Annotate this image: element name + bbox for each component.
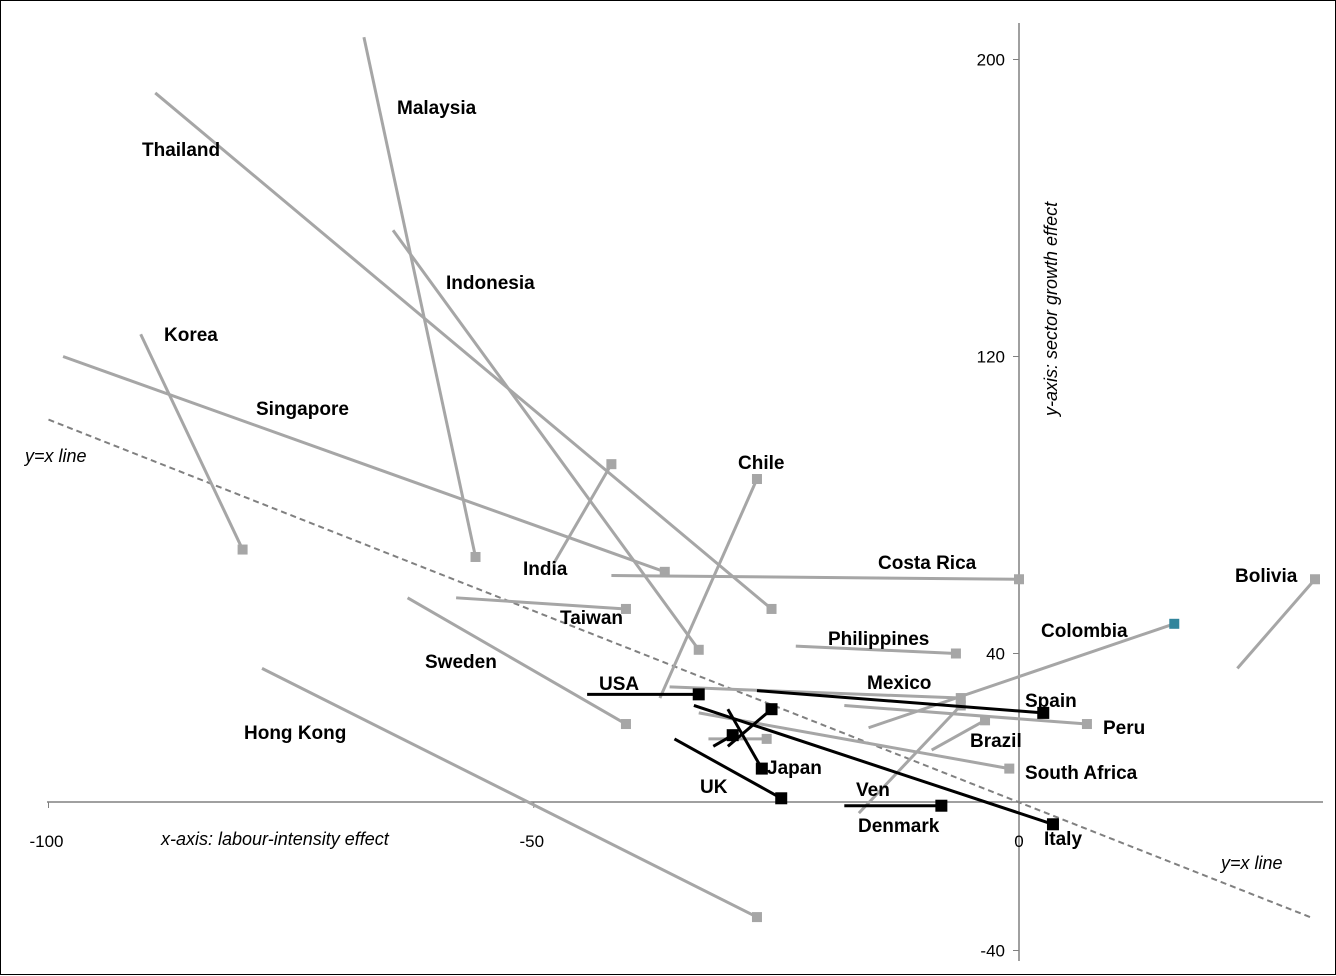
series-marker-taiwan: [620, 603, 631, 614]
series-line-philippines: [795, 644, 956, 655]
series-marker-japan: [765, 703, 778, 716]
y-tick-label: 200: [977, 51, 1005, 70]
x-tick-label: 0: [1014, 832, 1023, 851]
series-line-japan: [726, 708, 773, 748]
series-marker-singapore: [659, 566, 670, 577]
series-marker-japan: [761, 733, 772, 744]
label-thailand: Thailand: [142, 140, 220, 161]
series-line-italy: [693, 704, 1054, 826]
series-marker-bolivia: [1310, 574, 1321, 585]
series-line-brazil: [930, 719, 986, 752]
series-line-costa-rica: [611, 574, 1020, 581]
reference-line-label-right: y=x line: [1219, 853, 1283, 873]
y-tick-label: 120: [977, 348, 1005, 367]
label-malaysia: Malaysia: [397, 98, 477, 119]
series-marker-korea: [237, 544, 248, 555]
reference-line-layer: [48, 418, 1311, 919]
series-line-spain: [756, 689, 1044, 715]
series-marker-colombia: [1169, 618, 1180, 629]
series-marker-italy: [1046, 818, 1059, 831]
series-line-ven: [857, 704, 962, 815]
series-line-thailand: [154, 91, 773, 611]
label-italy: Italy: [1044, 829, 1082, 850]
label-usa: USA: [599, 674, 639, 695]
x-axis-title: x-axis: labour-intensity effect: [160, 829, 390, 849]
series-line-peru: [844, 703, 1088, 726]
series-line-korea: [139, 333, 244, 551]
series-line-uk: [673, 737, 782, 800]
label-denmark: Denmark: [858, 816, 940, 837]
label-taiwan: Taiwan: [560, 608, 623, 629]
series-line-south-africa: [698, 711, 1010, 771]
label-sweden: Sweden: [425, 652, 497, 673]
label-indonesia: Indonesia: [446, 273, 535, 294]
series-marker-costa-rica: [1014, 574, 1024, 585]
label-philippines: Philippines: [828, 629, 929, 650]
series-line-indonesia: [391, 229, 700, 651]
series-marker-south-africa: [1004, 763, 1015, 774]
label-layer: x-axis: labour-intensity effect y-axis: …: [23, 98, 1298, 873]
label-korea: Korea: [164, 325, 218, 346]
y-axis-title: y-axis: sector growth effect: [1041, 201, 1061, 418]
series-marker-mexico: [955, 693, 966, 704]
label-singapore: Singapore: [256, 399, 349, 420]
x-tick-label: -50: [519, 832, 544, 851]
series-layer: [62, 36, 1321, 923]
series-marker-brazil: [980, 715, 991, 726]
label-hong-kong: Hong Kong: [244, 723, 346, 744]
label-costa-rica: Costa Rica: [878, 553, 977, 574]
series-marker-spain: [1037, 706, 1050, 719]
label-spain: Spain: [1025, 691, 1077, 712]
series-marker-philippines: [950, 648, 961, 659]
label-brazil: Brazil: [970, 731, 1022, 752]
series-line-taiwan: [456, 596, 627, 611]
series-line-bolivia: [1236, 578, 1317, 670]
series-marker-chile: [751, 474, 762, 485]
series-marker-indonesia: [693, 644, 704, 655]
series-line-chile: [658, 478, 759, 699]
series-marker-denmark: [935, 799, 948, 812]
label-peru: Peru: [1103, 718, 1145, 739]
series-marker-japan: [755, 762, 768, 775]
label-mexico: Mexico: [867, 673, 931, 694]
y-tick-label: -40: [980, 942, 1005, 961]
x-tick-label: -100: [29, 832, 63, 851]
reference-line-label-left: y=x line: [23, 446, 87, 466]
series-marker-thailand: [766, 603, 777, 614]
series-marker-hong-kong: [751, 912, 762, 923]
series-marker-peru: [1081, 719, 1092, 730]
y-tick-label: 40: [986, 645, 1005, 664]
label-bolivia: Bolivia: [1235, 566, 1298, 587]
label-india: India: [523, 559, 568, 580]
axes-layer: -100 -50 0 200 120 40 -40: [29, 23, 1323, 961]
series-line-sweden: [406, 596, 627, 726]
series-line-hong-kong: [261, 667, 758, 919]
series-marker-sweden: [620, 719, 631, 730]
series-line-mexico: [669, 685, 961, 700]
series-line-malaysia: [362, 36, 477, 558]
label-south-africa: South Africa: [1025, 763, 1138, 784]
y-equals-x-line: [48, 418, 1311, 919]
series-marker-malaysia: [470, 551, 481, 562]
series-marker-usa: [692, 688, 705, 701]
series-line-india: [551, 463, 613, 566]
label-colombia: Colombia: [1041, 621, 1128, 642]
label-uk: UK: [700, 777, 728, 798]
label-chile: Chile: [738, 453, 784, 474]
series-line-singapore: [62, 355, 666, 574]
series-marker-india: [606, 459, 617, 470]
label-ven: Ven: [856, 780, 890, 801]
label-japan: Japan: [767, 758, 822, 779]
series-marker-uk: [775, 792, 788, 805]
